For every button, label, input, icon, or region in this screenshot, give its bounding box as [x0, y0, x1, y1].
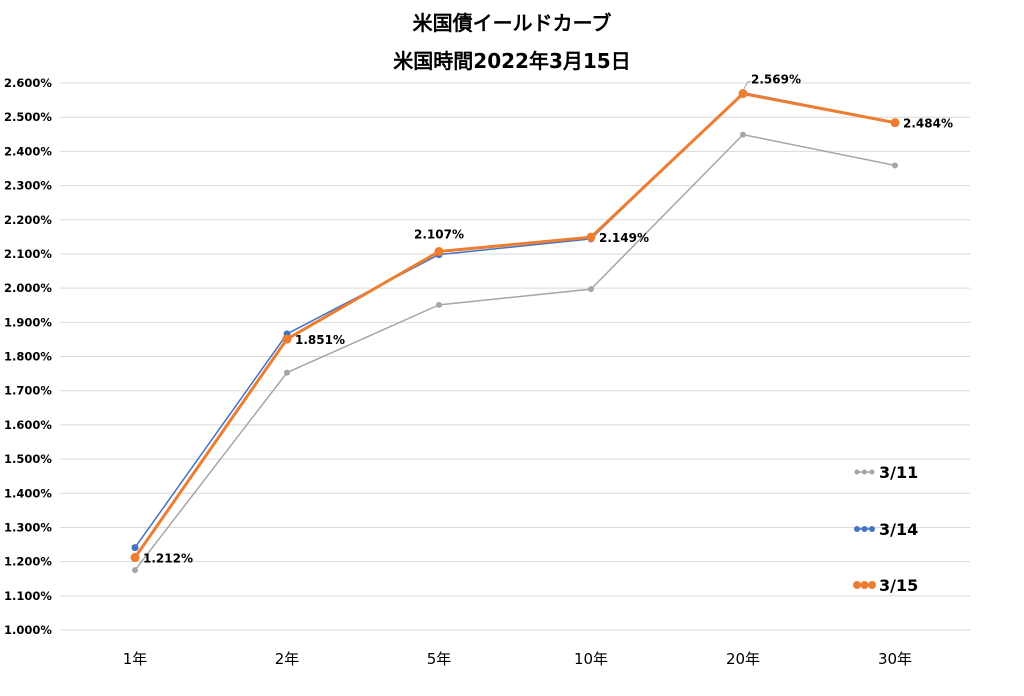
data-point	[434, 247, 444, 257]
y-tick-label: 1.800%	[4, 350, 52, 364]
y-tick-label: 2.400%	[4, 144, 52, 158]
y-tick-label: 1.400%	[4, 486, 52, 500]
y-tick-label: 2.100%	[4, 247, 52, 261]
legend-item-3/14: 3/14	[854, 520, 918, 539]
y-tick-label: 2.200%	[4, 213, 52, 227]
gridlines	[60, 82, 970, 631]
legend-marker	[853, 581, 861, 589]
y-tick-label: 2.500%	[4, 110, 52, 124]
y-tick-label: 1.500%	[4, 452, 52, 466]
legend-marker	[862, 469, 867, 475]
y-tick-label: 1.300%	[4, 520, 52, 534]
data-point	[130, 553, 140, 563]
x-tick-label: 1年	[123, 650, 148, 668]
data-point	[131, 544, 139, 552]
data-point	[740, 131, 746, 138]
data-point	[282, 334, 292, 344]
data-point	[436, 301, 442, 308]
y-tick-label: 2.300%	[4, 179, 52, 193]
data-labels: 1.212% 1.851% 2.107% 2.149% 2.569% 2.484%	[143, 73, 953, 566]
x-tick-label: 20年	[726, 650, 760, 668]
series-3/15	[130, 89, 900, 563]
legend-marker	[868, 581, 876, 589]
legend-marker	[854, 469, 860, 475]
x-tick-label: 30年	[878, 650, 912, 668]
x-tick-label: 2年	[275, 650, 300, 668]
legend-item-3/15: 3/15	[853, 576, 918, 595]
series-lines	[130, 89, 900, 574]
data-point	[892, 162, 898, 169]
chart-title: 米国債イールドカーブ	[413, 11, 612, 35]
series-line	[134, 133, 896, 571]
y-tick-label: 1.700%	[4, 384, 52, 398]
data-point	[132, 567, 138, 574]
legend-marker	[854, 526, 860, 532]
series-line	[134, 91, 896, 549]
legend-item-3/11: 3/11	[854, 463, 918, 482]
y-tick-label: 2.000%	[4, 281, 52, 295]
legend: 3/11 3/14 3/15	[853, 463, 918, 595]
series-3/14	[131, 89, 899, 552]
data-label: 2.569%	[751, 73, 801, 87]
legend-marker	[869, 526, 875, 532]
legend-label: 3/11	[879, 463, 918, 482]
y-tick-label: 1.100%	[4, 589, 52, 603]
data-label: 1.851%	[295, 333, 345, 347]
x-tick-label: 10年	[574, 650, 608, 668]
data-point	[738, 89, 748, 99]
legend-marker	[869, 469, 875, 475]
legend-label: 3/15	[879, 576, 918, 595]
data-label: 2.107%	[414, 228, 464, 242]
data-label: 2.149%	[599, 231, 649, 245]
data-point	[890, 118, 900, 128]
y-tick-label: 2.600%	[4, 76, 52, 90]
data-point	[586, 232, 596, 242]
legend-marker	[861, 526, 868, 532]
y-tick-label: 1.000%	[4, 623, 52, 637]
series-3/11	[132, 131, 898, 574]
y-tick-label: 1.200%	[4, 555, 52, 569]
x-tick-label: 5年	[427, 650, 452, 668]
data-label: 1.212%	[143, 552, 193, 566]
data-label: 2.484%	[903, 117, 953, 131]
chart-subtitle: 米国時間2022年3月15日	[393, 49, 630, 73]
y-axis-ticks: 1.000% 1.100% 1.200% 1.300% 1.400% 1.500% 1.60…	[4, 76, 52, 637]
legend-marker	[860, 581, 869, 589]
data-point	[588, 286, 594, 293]
legend-label: 3/14	[879, 520, 918, 539]
y-tick-label: 1.600%	[4, 418, 52, 432]
series-line	[133, 92, 896, 559]
label-leader-line	[743, 81, 751, 89]
y-tick-label: 1.900%	[4, 315, 52, 329]
x-axis-ticks: 1年 2年 5年 10年 20年 30年	[123, 650, 912, 668]
data-point	[284, 369, 290, 376]
